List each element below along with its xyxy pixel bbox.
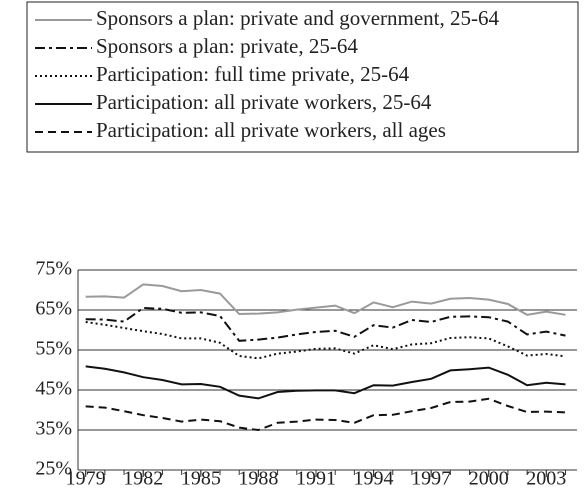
- legend-label: Participation: all private workers, all …: [96, 118, 446, 142]
- y-tick-label: 25%: [35, 458, 72, 480]
- series-line: [85, 283, 566, 316]
- legend-label: Sponsors a plan: private and government,…: [96, 6, 499, 30]
- series-line: [85, 321, 566, 360]
- x-tick-label: 1988: [238, 468, 278, 490]
- x-tick-label: 1982: [123, 468, 163, 490]
- legend-label: Sponsors a plan: private, 25-64: [96, 34, 358, 58]
- legend-box: [26, 1, 579, 153]
- x-tick-label: 2003: [526, 468, 566, 490]
- x-tick-label: 1979: [66, 468, 106, 490]
- series-line: [85, 306, 566, 342]
- x-tick-label: 1985: [181, 468, 221, 490]
- series-line: [85, 365, 566, 400]
- legend-label: Participation: all private workers, 25-6…: [96, 90, 432, 114]
- x-tick-label: 1991: [296, 468, 336, 490]
- x-tick-label: 2000: [469, 468, 509, 490]
- y-tick-label: 45%: [35, 378, 72, 400]
- series-line: [85, 397, 566, 432]
- y-tick-label: 35%: [35, 418, 72, 440]
- legend-label: Participation: full time private, 25-64: [96, 62, 410, 86]
- x-tick-label: 1997: [411, 468, 451, 490]
- x-tick-label: 1994: [354, 468, 394, 490]
- y-tick-label: 55%: [35, 338, 72, 360]
- y-tick-label: 75%: [35, 258, 72, 280]
- y-tick-label: 65%: [35, 298, 72, 320]
